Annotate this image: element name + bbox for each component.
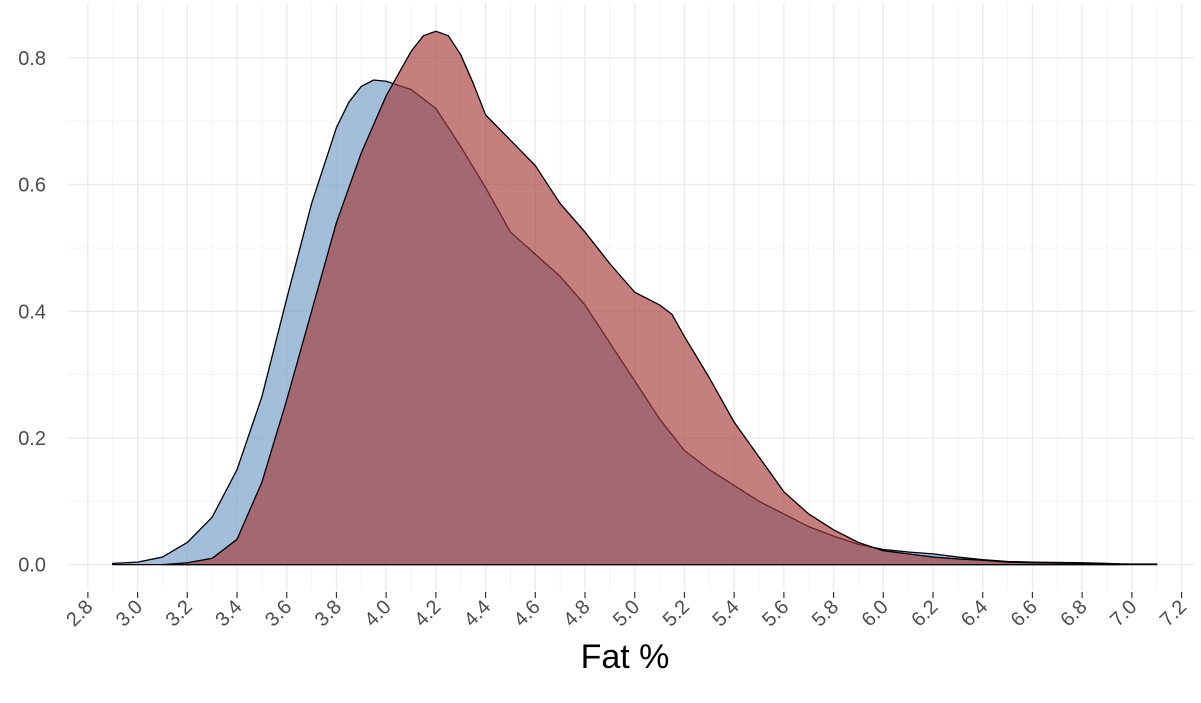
x-tick-label: 3.6: [261, 596, 296, 631]
y-tick-label: 0.0: [18, 555, 46, 577]
x-tick-label: 6.0: [858, 596, 893, 631]
y-tick-label: 0.6: [18, 175, 46, 197]
x-tick-label: 4.8: [559, 596, 594, 631]
y-axis-ticks: 0.0 0.2 0.4 0.6 0.8: [18, 48, 46, 577]
x-tick-label: 5.2: [659, 596, 694, 631]
y-tick-label: 0.4: [18, 301, 46, 323]
x-tick-label: 3.4: [211, 596, 246, 631]
x-tick-label: 5.4: [708, 596, 743, 631]
x-tick-label: 6.2: [907, 596, 942, 631]
x-tick-label: 5.8: [808, 596, 843, 631]
x-axis-title: Fat %: [581, 638, 670, 676]
density-area-2: [161, 30, 1158, 566]
x-tick-label: 3.2: [162, 596, 197, 631]
x-axis-ticks: 2.8 3.0 3.2 3.4 3.6 3.8 4.0 4.2 4.4 4.6 4.8 5.0 5.2 5…: [62, 592, 1191, 631]
y-tick-label: 0.2: [18, 428, 46, 450]
x-tick-label: 4.2: [410, 596, 445, 631]
x-tick-label: 6.8: [1056, 596, 1091, 631]
x-tick-label: 7.2: [1156, 596, 1191, 631]
x-tick-label: 3.8: [311, 596, 346, 631]
y-tick-label: 0.8: [18, 48, 46, 70]
x-tick-label: 6.4: [957, 596, 992, 631]
x-tick-label: 4.4: [460, 596, 495, 631]
x-tick-label: 5.6: [758, 596, 793, 631]
x-tick-label: 4.6: [510, 596, 545, 631]
x-tick-label: 5.0: [609, 596, 644, 631]
x-tick-label: 2.8: [62, 596, 97, 631]
x-tick-label: 3.0: [112, 596, 147, 631]
density-areas: [112, 30, 1158, 566]
x-tick-label: 6.6: [1007, 596, 1042, 631]
x-tick-label: 7.0: [1106, 596, 1141, 631]
x-tick-label: 4.0: [360, 596, 395, 631]
